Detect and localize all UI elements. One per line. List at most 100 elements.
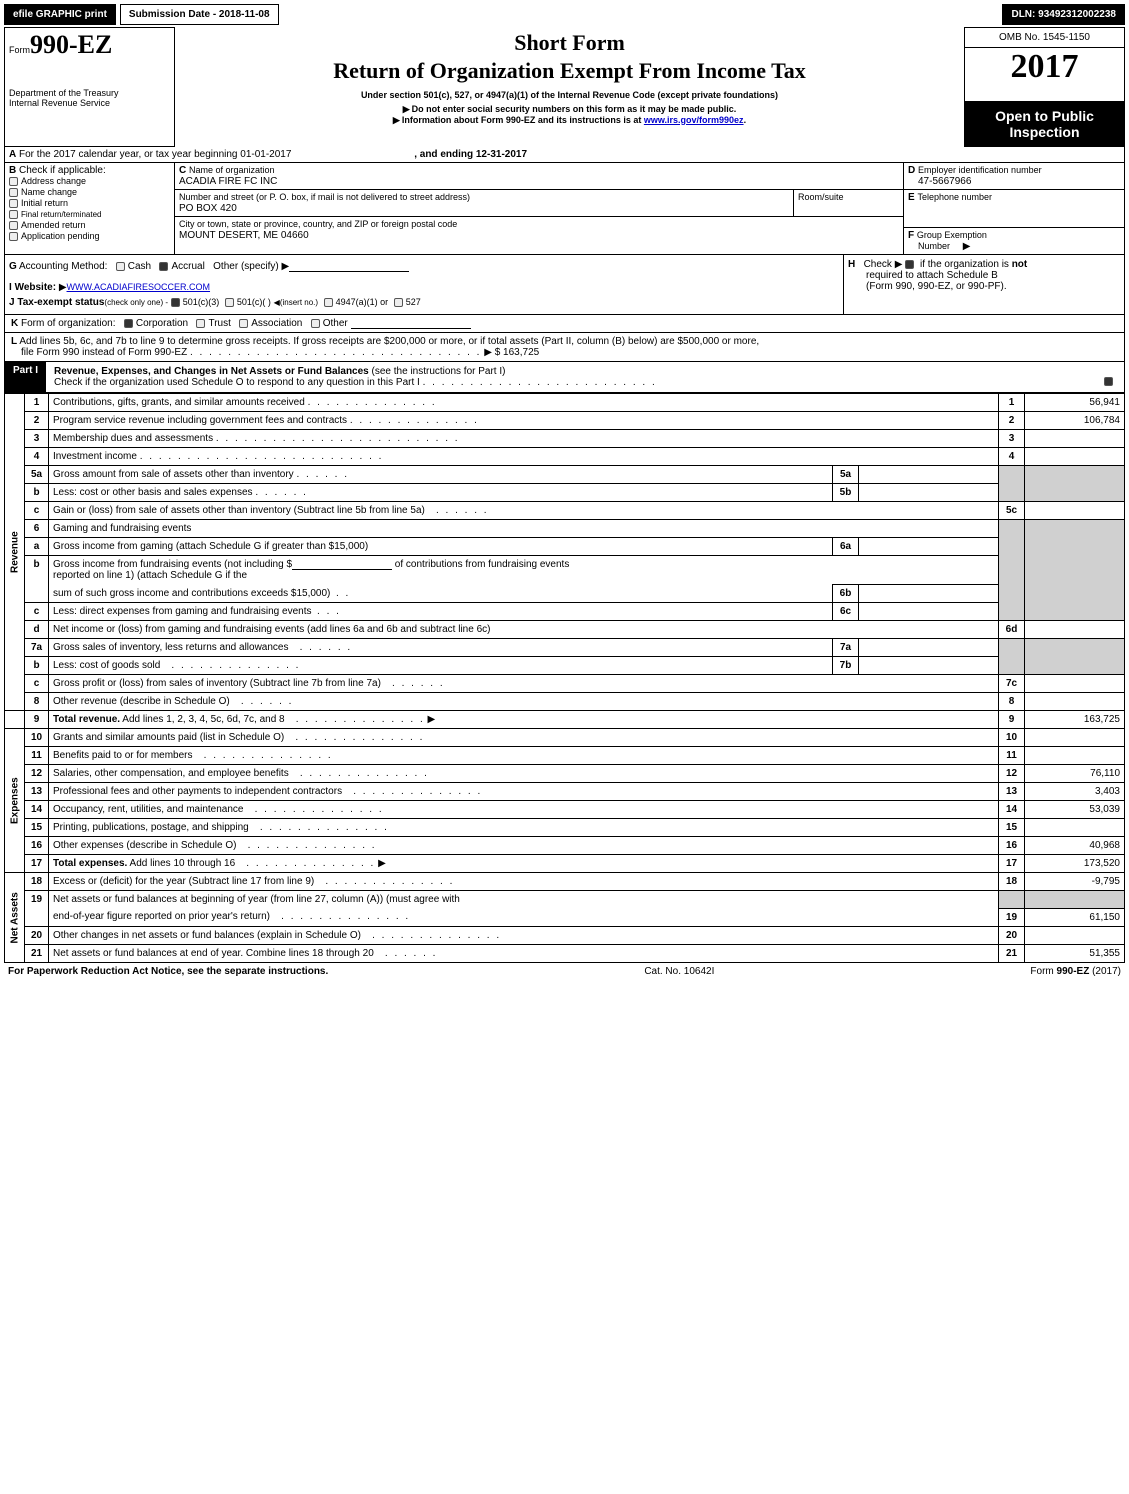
- ln-8: 8: [25, 693, 49, 711]
- ln-4-box: 4: [999, 448, 1025, 466]
- title-return: Return of Organization Exempt From Incom…: [179, 58, 960, 84]
- chk-name-change[interactable]: Name change: [9, 187, 170, 198]
- d-ein: 47-5667966: [918, 176, 971, 187]
- chk-association[interactable]: [239, 319, 248, 328]
- ln-1-text: Contributions, gifts, grants, and simila…: [53, 397, 305, 408]
- g-accrual: Accrual: [171, 261, 204, 272]
- footer-right: Form 990-EZ (2017): [1030, 966, 1121, 977]
- l-dots: . . . . . . . . . . . . . . . . . . . . …: [190, 347, 481, 358]
- ln-16-box: 16: [999, 837, 1025, 855]
- ln-1: 1: [25, 394, 49, 412]
- ln-15-text: Printing, publications, postage, and shi…: [53, 822, 249, 833]
- ln-12-box: 12: [999, 765, 1025, 783]
- chk-final-return[interactable]: Final return/terminated: [9, 209, 170, 220]
- label-c: C: [179, 165, 186, 176]
- c-street-label: Number and street (or P. O. box, if mail…: [179, 192, 470, 202]
- ln-19: 19: [25, 891, 49, 927]
- section-a-text2: , and ending 12-31-2017: [414, 149, 527, 160]
- chk-scheduleO[interactable]: [1104, 377, 1113, 386]
- ln-5a-text: Gross amount from sale of assets other t…: [53, 469, 294, 480]
- ln-20: 20: [25, 926, 49, 944]
- ln-19-text2: end-of-year figure reported on prior yea…: [53, 911, 270, 922]
- dln-label: DLN: 93492312002238: [1002, 4, 1125, 25]
- ln-6c: c: [25, 603, 49, 621]
- ln-18-text: Excess or (deficit) for the year (Subtra…: [53, 876, 314, 887]
- ln-5c-val: [1025, 502, 1125, 520]
- form-num: 990-EZ: [30, 30, 112, 59]
- chk-initial-return[interactable]: Initial return: [9, 198, 170, 209]
- section-j: J Tax-exempt status(check only one) - 50…: [9, 297, 839, 308]
- l-value: $ 163,725: [495, 347, 540, 358]
- ln-7b-mini: 7b: [833, 657, 859, 675]
- ln-5b-mini: 5b: [833, 484, 859, 502]
- part1-dots: . . . . . . . . . . . . . . . . . . . . …: [423, 377, 657, 388]
- ln-2-text: Program service revenue including govern…: [53, 415, 347, 426]
- ln-5b-text: Less: cost or other basis and sales expe…: [53, 487, 253, 498]
- section-b-intro: Check if applicable:: [19, 165, 106, 176]
- ln-5c-box: 5c: [999, 502, 1025, 520]
- ln-7a-mini: 7a: [833, 639, 859, 657]
- chk-address-change[interactable]: Address change: [9, 176, 170, 187]
- bc-def-block: B Check if applicable: Address change Na…: [4, 163, 1125, 255]
- c-room-label: Room/suite: [798, 192, 844, 202]
- label-f: F: [908, 230, 914, 241]
- ln-17-val: 173,520: [1025, 855, 1125, 873]
- ln-9-box: 9: [999, 711, 1025, 729]
- ln-2-box: 2: [999, 412, 1025, 430]
- ln-14: 14: [25, 801, 49, 819]
- form-prefix: Form: [9, 45, 30, 55]
- h-text2: required to attach Schedule B: [866, 270, 998, 281]
- ln-1-box: 1: [999, 394, 1025, 412]
- ln-10: 10: [25, 729, 49, 747]
- chk-application-pending[interactable]: Application pending: [9, 231, 170, 242]
- ln-12-text: Salaries, other compensation, and employ…: [53, 768, 289, 779]
- website-link[interactable]: WWW.ACADIAFIRESOCCER.COM: [67, 282, 211, 292]
- chk-trust[interactable]: [196, 319, 205, 328]
- chk-h[interactable]: [905, 260, 914, 269]
- org-street: PO BOX 420: [179, 203, 237, 214]
- ln-20-text: Other changes in net assets or fund bala…: [53, 930, 361, 941]
- chk-cash[interactable]: [116, 262, 125, 271]
- ln-6b-text1: Gross income from fundraising events (no…: [53, 559, 292, 570]
- part1-hint: (see the instructions for Part I): [372, 366, 506, 377]
- chk-527[interactable]: [394, 298, 403, 307]
- ln-21-box: 21: [999, 944, 1025, 962]
- k-text: Form of organization:: [21, 318, 116, 329]
- part1-label: Part I: [5, 362, 46, 392]
- label-i: I: [9, 282, 12, 293]
- form-number: Form990-EZ: [9, 30, 170, 60]
- ln-6: 6: [25, 520, 49, 538]
- ln-6d-val: [1025, 621, 1125, 639]
- chk-accrual[interactable]: [159, 262, 168, 271]
- ln-18-val: -9,795: [1025, 873, 1125, 891]
- ln-15: 15: [25, 819, 49, 837]
- chk-amended-return[interactable]: Amended return: [9, 220, 170, 231]
- ln-14-box: 14: [999, 801, 1025, 819]
- section-k: K Form of organization: Corporation Trus…: [4, 315, 1125, 333]
- ln-3-box: 3: [999, 430, 1025, 448]
- form990ez-link[interactable]: www.irs.gov/form990ez: [644, 115, 744, 125]
- ln-6b: b: [25, 556, 49, 603]
- submission-date: Submission Date - 2018-11-08: [120, 4, 279, 25]
- l-text2: file Form 990 instead of Form 990-EZ: [21, 347, 187, 358]
- chk-other-org[interactable]: [311, 319, 320, 328]
- label-b: B: [9, 165, 16, 176]
- ln-7c-box: 7c: [999, 675, 1025, 693]
- ln-3: 3: [25, 430, 49, 448]
- ln-6d: d: [25, 621, 49, 639]
- e-text: Telephone number: [917, 192, 992, 202]
- ln-10-text: Grants and similar amounts paid (list in…: [53, 732, 284, 743]
- ln-18: 18: [25, 873, 49, 891]
- subtitle-ssn: Do not enter social security numbers on …: [179, 104, 960, 115]
- label-d: D: [908, 165, 915, 176]
- ln-16: 16: [25, 837, 49, 855]
- chk-501c3[interactable]: [171, 298, 180, 307]
- chk-corporation[interactable]: [124, 319, 133, 328]
- chk-4947[interactable]: [324, 298, 333, 307]
- ln-15-box: 15: [999, 819, 1025, 837]
- chk-501c[interactable]: [225, 298, 234, 307]
- ln-16-text: Other expenses (describe in Schedule O): [53, 840, 236, 851]
- ln-16-val: 40,968: [1025, 837, 1125, 855]
- ln-9: 9: [25, 711, 49, 729]
- ln-5a: 5a: [25, 466, 49, 484]
